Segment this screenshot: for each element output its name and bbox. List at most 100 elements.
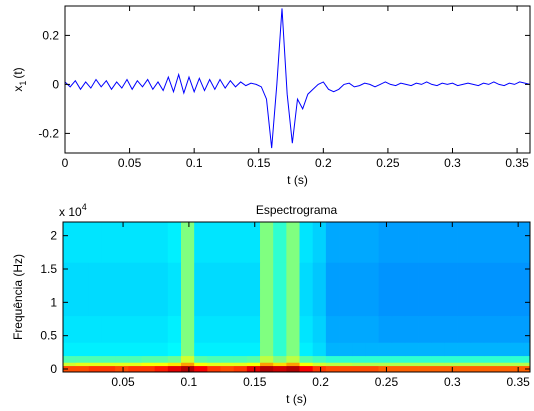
spectrogram-cell bbox=[470, 342, 485, 357]
spectrogram-cell bbox=[220, 362, 235, 367]
x-tick-label: 0.1 bbox=[181, 375, 198, 389]
y-tick-label: 1 bbox=[50, 295, 57, 309]
y-tick-label: -0.2 bbox=[38, 126, 59, 140]
spectrogram-cell bbox=[286, 342, 300, 357]
spectrogram-cell bbox=[352, 222, 366, 263]
spectrogram-cell bbox=[181, 262, 195, 290]
spectrogram-cell bbox=[404, 262, 419, 290]
spectrogram-cell bbox=[483, 342, 498, 357]
spectrogram-cell bbox=[483, 262, 498, 290]
spectrogram-cell bbox=[378, 289, 393, 317]
y-tick-label: 0.2 bbox=[42, 28, 59, 42]
spectrogram-cell bbox=[220, 315, 235, 343]
spectrogram-cell bbox=[431, 262, 445, 290]
spectrogram-cell bbox=[75, 365, 90, 372]
y-axis-label-subscript: 1 bbox=[18, 81, 28, 86]
spectrogram-cell bbox=[444, 289, 458, 317]
spectrogram-cell bbox=[115, 289, 129, 317]
spectrogram-cell bbox=[325, 222, 340, 263]
spectrogram-cell bbox=[457, 365, 472, 372]
spectrogram-cell bbox=[260, 262, 274, 290]
spectrogram-cell bbox=[510, 365, 524, 372]
spectrogram-cell bbox=[115, 362, 129, 367]
spectrogram-cell bbox=[339, 342, 353, 357]
spectrogram-cell bbox=[497, 342, 511, 357]
x-tick-label: 0.2 bbox=[315, 156, 332, 170]
spectrogram-cell bbox=[88, 262, 103, 290]
spectrogram-cell bbox=[154, 289, 169, 317]
spectrogram-cell bbox=[233, 289, 248, 317]
spectrogram-cell bbox=[194, 262, 208, 290]
spectrogram-cell bbox=[457, 222, 472, 263]
spectrogram-cell bbox=[233, 222, 248, 263]
spectrogram-cell bbox=[246, 342, 261, 357]
spectrogram-cell bbox=[497, 365, 511, 372]
spectrogram-cell bbox=[352, 289, 366, 317]
spectrogram-cell bbox=[246, 362, 261, 367]
spectrogram-cell bbox=[483, 289, 498, 317]
spectrogram-cell bbox=[63, 365, 77, 372]
spectrogram-cell bbox=[194, 342, 208, 357]
spectrogram-cell bbox=[128, 289, 142, 317]
spectrogram-cell bbox=[391, 289, 406, 317]
spectrogram-cell bbox=[299, 315, 314, 343]
spectrogram-cell bbox=[88, 362, 103, 367]
spectrogram-cell bbox=[325, 355, 340, 363]
spectrogram-cell bbox=[63, 262, 77, 290]
x-tick-label: 0.2 bbox=[312, 375, 329, 389]
spectrogram-cell bbox=[444, 355, 458, 363]
spectrogram-cell bbox=[404, 289, 419, 317]
spectrogram-cell bbox=[470, 315, 485, 343]
spectrogram-cell bbox=[286, 222, 300, 263]
spectrogram-cell bbox=[75, 262, 90, 290]
spectrogram-cell bbox=[167, 362, 182, 367]
spectrogram-cell bbox=[312, 315, 327, 343]
spectrogram bbox=[63, 222, 530, 372]
spectrogram-cell bbox=[352, 342, 366, 357]
spectrogram-cell bbox=[286, 315, 300, 343]
spectrogram-cell bbox=[431, 365, 445, 372]
spectrogram-cell bbox=[101, 365, 116, 372]
spectrogram-cell bbox=[154, 222, 169, 263]
spectrogram-cell bbox=[286, 365, 300, 372]
spectrogram-cell bbox=[167, 365, 182, 372]
spectrogram-cell bbox=[510, 362, 524, 367]
spectrogram-cell bbox=[128, 355, 142, 363]
spectrogram-cell bbox=[378, 355, 393, 363]
spectrogram-cell bbox=[75, 315, 90, 343]
spectrogram-cell bbox=[457, 262, 472, 290]
spectrogram-cell bbox=[181, 355, 195, 363]
spectrogram-cell bbox=[273, 289, 287, 317]
spectrogram-cell bbox=[260, 355, 274, 363]
spectrogram-cell bbox=[88, 222, 103, 263]
spectrogram-cell bbox=[101, 362, 116, 367]
y-axis-label: x1 (t) bbox=[11, 67, 28, 91]
spectrogram-cell bbox=[63, 222, 77, 263]
spectrogram-cell bbox=[365, 355, 379, 363]
spectrogram-cell bbox=[207, 315, 221, 343]
spectrogram-cell bbox=[233, 342, 248, 357]
spectrogram-cell bbox=[523, 315, 530, 343]
spectrogram-cell bbox=[325, 315, 340, 343]
spectrogram-cell bbox=[194, 222, 208, 263]
spectrogram-cell bbox=[299, 222, 314, 263]
spectrogram-cell bbox=[220, 222, 235, 263]
spectrogram-cell bbox=[444, 365, 458, 372]
spectrogram-cell bbox=[431, 342, 445, 357]
spectrogram-cell bbox=[523, 262, 530, 290]
spectrogram-cell bbox=[483, 315, 498, 343]
spectrogram-cell bbox=[299, 355, 314, 363]
spectrogram-cell bbox=[404, 315, 419, 343]
x-tick-label: 0.15 bbox=[243, 375, 267, 389]
spectrogram-cell bbox=[418, 315, 432, 343]
signal-line bbox=[64, 8, 531, 149]
spectrogram-cell bbox=[378, 315, 393, 343]
spectrogram-cell bbox=[75, 342, 90, 357]
spectrogram-cell bbox=[457, 362, 472, 367]
spectrogram-cell bbox=[88, 342, 103, 357]
spectrogram-cell bbox=[194, 289, 208, 317]
y-multiplier-exponent: 4 bbox=[82, 202, 87, 212]
spectrogram-cell bbox=[181, 365, 195, 372]
spectrogram-cell bbox=[431, 222, 445, 263]
